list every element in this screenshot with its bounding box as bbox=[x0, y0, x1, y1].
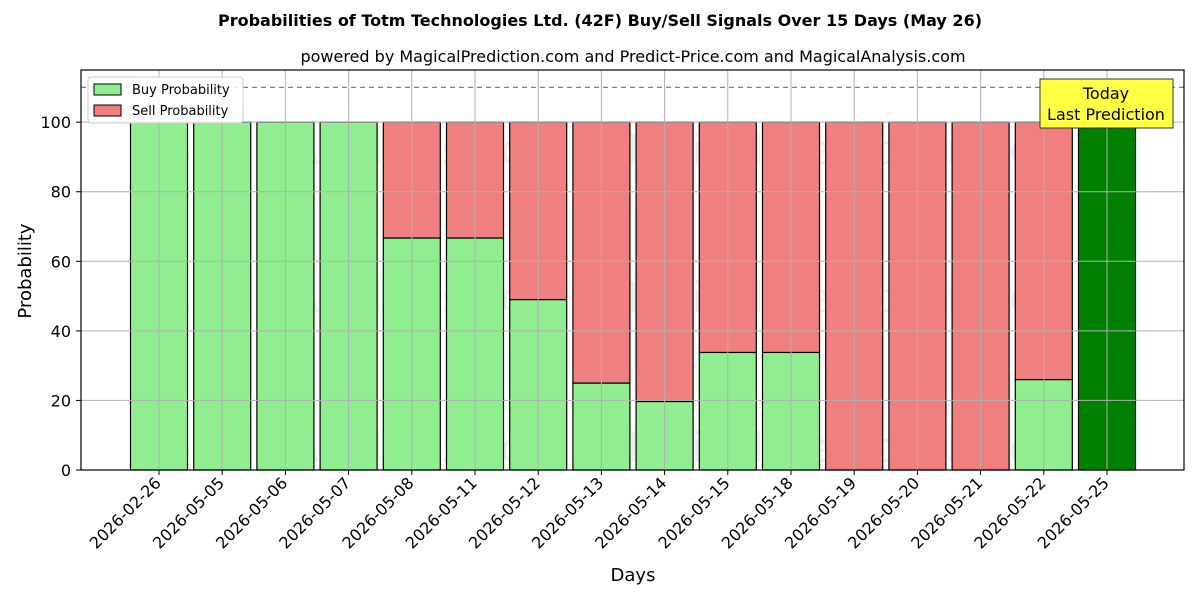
legend bbox=[87, 76, 244, 124]
y-tick-label: 20 bbox=[51, 391, 71, 410]
legend-swatch bbox=[93, 104, 122, 117]
chart-subtitle: powered by MagicalPrediction.com and Pre… bbox=[300, 47, 965, 66]
plot-frame bbox=[80, 69, 1185, 471]
x-axis-label: Days bbox=[611, 565, 656, 586]
today-label: Today bbox=[1082, 84, 1129, 103]
y-tick-label: 100 bbox=[40, 113, 71, 132]
legend-label: Buy Probability bbox=[132, 83, 230, 98]
y-tick-label: 60 bbox=[51, 252, 71, 271]
legend-swatch bbox=[93, 83, 122, 96]
plot-area: MagicalAnalysis.comMagicalPrediction.com… bbox=[40, 69, 1185, 553]
chart-title: Probabilities of Totm Technologies Ltd. … bbox=[218, 11, 982, 30]
y-tick-label: 0 bbox=[61, 461, 71, 480]
y-axis-label: Probability bbox=[15, 223, 36, 318]
legend-label: Sell Probability bbox=[132, 104, 229, 119]
last-prediction-label: Last Prediction bbox=[1047, 105, 1165, 124]
y-tick-label: 40 bbox=[51, 322, 71, 341]
y-tick-label: 80 bbox=[51, 183, 71, 202]
today-annotation bbox=[1039, 78, 1174, 129]
